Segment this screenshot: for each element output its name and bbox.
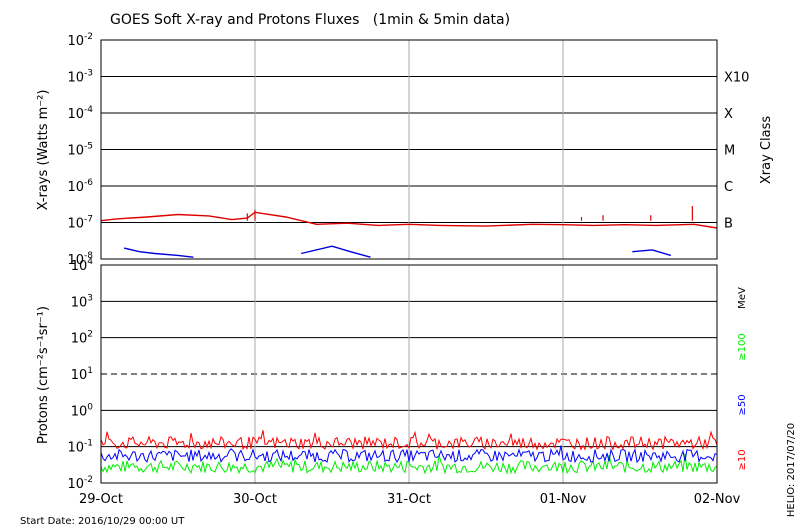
xray-class-axis-label: Xray Class [759, 116, 774, 184]
xray-class-label: X10 [724, 71, 749, 86]
x-tick-label: 02-Nov [694, 492, 741, 507]
xray-y-tick: 10-5 [67, 142, 93, 159]
xray-y-tick: 10-6 [67, 178, 93, 195]
xray-day-lines [254, 40, 564, 259]
proton-legend-entry: ≥100 [737, 333, 748, 360]
xray-panel: 10-2 10-3 10-4 10-5 10-6 10-7 10-8 X10 X M C B X-r… [36, 32, 774, 268]
proton-series-line [100, 453, 718, 475]
proton-y-tick: 102 [71, 330, 93, 347]
proton-ylabel: Protons (cm⁻²s⁻¹sr⁻¹) [36, 306, 51, 444]
proton-y-tick: 103 [71, 293, 93, 310]
proton-series [100, 430, 718, 475]
x-tick-label: 01-Nov [540, 492, 587, 507]
xray-ylabel: X-rays (Watts m⁻²) [36, 90, 51, 211]
proton-legend-entry: ≥10 [737, 449, 748, 470]
proton-series-line [100, 430, 718, 451]
proton-y-tick-labels: 104 103 102 101 100 10-1 10-2 [67, 257, 93, 492]
x-tick-label: 29-Oct [79, 492, 123, 507]
xray-class-label: C [724, 180, 733, 195]
xray-y-tick: 10-8 [67, 251, 93, 268]
xray-y-tick: 10-4 [67, 105, 93, 122]
x-tick-labels: 29-Oct 30-Oct 31-Oct 01-Nov 02-Nov [79, 492, 741, 507]
start-date: Start Date: 2016/10/29 00:00 UT [20, 516, 185, 527]
xray-y-tick-labels: 10-2 10-3 10-4 10-5 10-6 10-7 10-8 [67, 32, 93, 268]
proton-y-tick: 100 [71, 402, 94, 419]
xray-class-label: M [724, 144, 735, 159]
xray-series-line [123, 247, 194, 258]
proton-y-tick: 104 [71, 257, 94, 274]
proton-legend: ≥10 ≥50 ≥100 [737, 333, 748, 470]
xray-class-labels: X10 X M C B [724, 71, 749, 232]
xray-series-line [100, 211, 718, 229]
xray-series-line [301, 245, 371, 258]
x-tick-label: 31-Oct [387, 492, 431, 507]
xray-series-line [632, 249, 671, 257]
xray-series [100, 206, 718, 258]
proton-series-line [100, 445, 718, 464]
credit-label: HELIO: 2017/07/20 [786, 423, 797, 517]
xray-y-tick: 10-7 [67, 215, 93, 232]
proton-y-tick: 10-1 [67, 439, 93, 456]
proton-frame [100, 264, 718, 484]
xray-y-tick: 10-2 [67, 32, 93, 49]
xray-class-label: X [724, 107, 733, 122]
proton-y-tick: 101 [71, 366, 93, 383]
xray-class-label: B [724, 217, 733, 232]
proton-panel: 104 103 102 101 100 10-1 10-2 Protons (cm⁻²s⁻¹… [36, 257, 748, 492]
xray-frame [100, 39, 718, 260]
proton-unit-label: MeV [737, 287, 748, 309]
proton-legend-entry: ≥50 [737, 394, 748, 415]
chart-title: GOES Soft X-ray and Protons Fluxes (1min… [110, 12, 510, 28]
xray-y-tick: 10-3 [67, 69, 93, 86]
x-tick-label: 30-Oct [233, 492, 277, 507]
proton-y-tick: 10-2 [67, 475, 93, 492]
